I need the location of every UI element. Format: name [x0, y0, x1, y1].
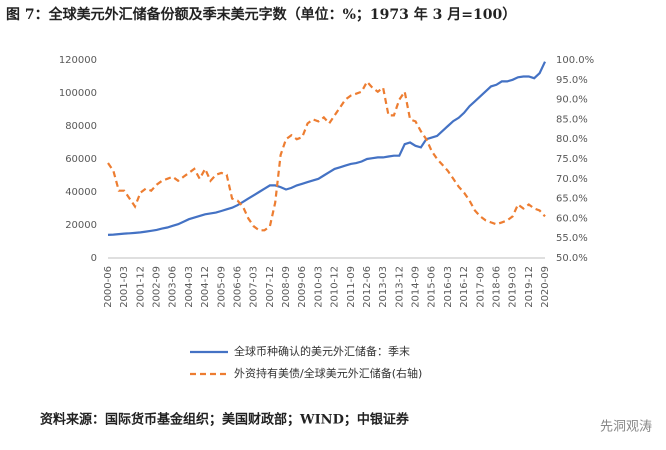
y-tick-label: 100000	[59, 88, 97, 99]
x-tick-label: 2002-09	[152, 266, 163, 308]
x-tick-label: 2020-09	[540, 266, 551, 308]
y2-tick-label: 70.0%	[556, 174, 588, 185]
y2-tick-label: 50.0%	[556, 253, 588, 264]
series-line	[107, 79, 546, 232]
y-tick-label: 20000	[65, 220, 97, 231]
x-tick-label: 2019-12	[524, 266, 535, 308]
x-tick-label: 2012-06	[362, 266, 373, 308]
x-tick-label: 2011-09	[346, 266, 357, 308]
watermark: 先洞观涛	[600, 419, 652, 435]
x-tick-label: 2018-06	[491, 266, 502, 308]
x-tick-label: 2017-09	[475, 266, 486, 308]
y2-tick-label: 55.0%	[556, 233, 588, 244]
x-tick-label: 2001-12	[135, 266, 146, 308]
y2-tick-label: 90.0%	[556, 95, 588, 106]
x-tick-label: 2010-03	[313, 266, 324, 308]
source-note: 资料来源：国际货币基金组织；美国财政部；WIND；中银证券	[40, 412, 410, 428]
x-tick-label: 2007-12	[265, 266, 276, 308]
y2-tick-label: 95.0%	[556, 75, 588, 86]
y2-tick-label: 75.0%	[556, 154, 588, 165]
x-tick-label: 2015-06	[427, 266, 438, 308]
x-tick-label: 2007-03	[249, 266, 260, 308]
x-tick-label: 2016-03	[443, 266, 454, 308]
x-tick-label: 2010-12	[330, 266, 341, 308]
y-tick-label: 60000	[65, 154, 97, 165]
x-tick-label: 2005-09	[216, 266, 227, 308]
y2-tick-label: 100.0%	[556, 55, 594, 66]
legend-label: 外资持有美债/全球美元外汇储备(右轴)	[234, 366, 422, 380]
y-tick-label: 120000	[59, 55, 97, 66]
x-tick-label: 2019-03	[508, 266, 519, 308]
x-tick-label: 2006-06	[232, 266, 243, 308]
x-tick-label: 2000-06	[103, 266, 114, 308]
y2-tick-label: 85.0%	[556, 114, 588, 125]
x-tick-label: 2004-12	[200, 266, 211, 308]
y-tick-label: 0	[91, 253, 97, 264]
x-tick-label: 2009-06	[297, 266, 308, 308]
y-tick-label: 40000	[65, 187, 97, 198]
x-tick-label: 2008-09	[281, 266, 292, 308]
legend-label: 全球币种确认的美元外汇储备：季末	[234, 344, 410, 358]
y2-tick-label: 60.0%	[556, 213, 588, 224]
x-tick-label: 2001-03	[119, 266, 130, 308]
chart-title: 图 7：全球美元外汇储备份额及季末美元字数（单位：%；1973 年 3 月=10…	[6, 6, 516, 23]
y2-tick-label: 80.0%	[556, 134, 588, 145]
x-tick-label: 2003-06	[168, 266, 179, 308]
x-tick-label: 2014-09	[411, 266, 422, 308]
x-tick-label: 2013-03	[378, 266, 389, 308]
y-tick-label: 80000	[65, 121, 97, 132]
x-tick-label: 2004-03	[184, 266, 195, 308]
y2-tick-label: 65.0%	[556, 194, 588, 205]
series-line	[107, 61, 546, 236]
x-tick-label: 2013-12	[394, 266, 405, 308]
x-tick-label: 2016-12	[459, 266, 470, 308]
